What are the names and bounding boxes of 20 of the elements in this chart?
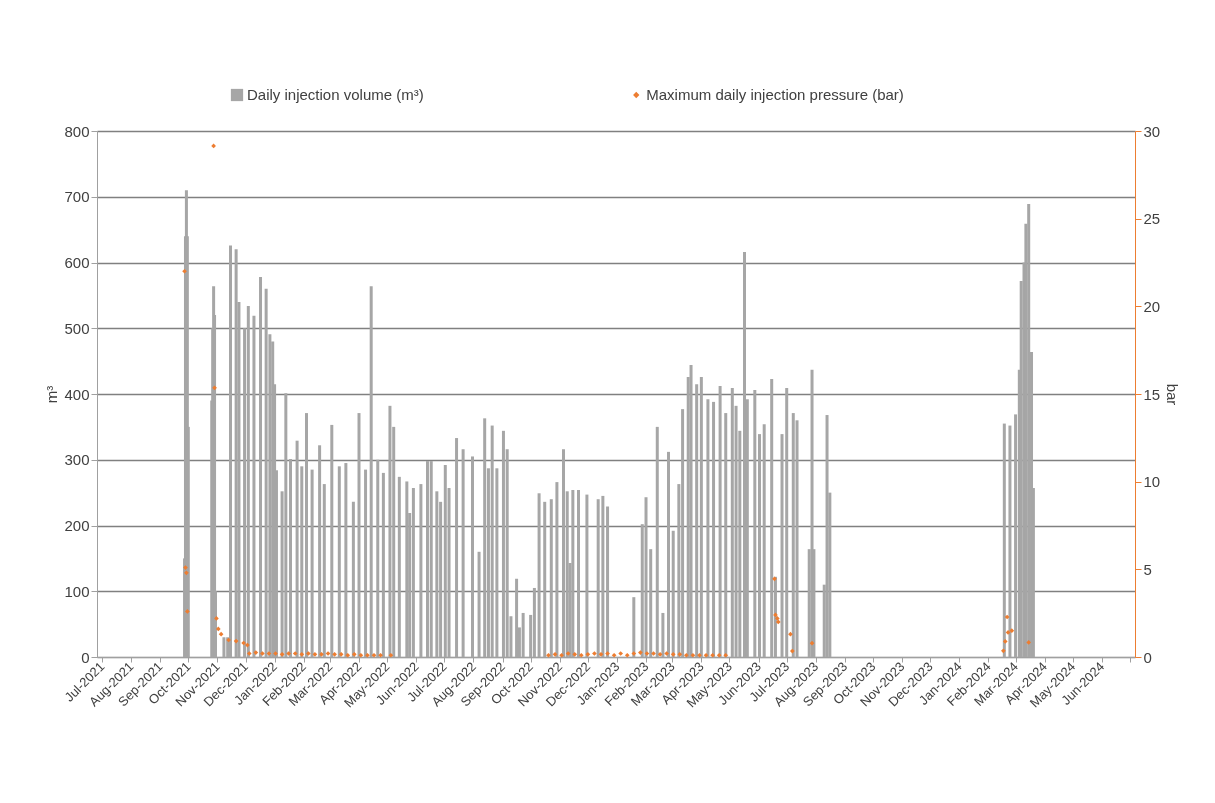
y-axis-title: m³ <box>43 385 61 404</box>
y2-tick-label: 0 <box>1143 648 1152 666</box>
y2-tick-label: 20 <box>1143 297 1161 315</box>
y-tick-label: 100 <box>64 582 90 600</box>
y2-tick-label: 25 <box>1143 210 1161 228</box>
legend-label: Maximum daily injection pressure (bar) <box>646 86 904 103</box>
legend-label: Daily injection volume (m³) <box>247 86 424 103</box>
y-tick-label: 200 <box>64 517 90 534</box>
y2-axis-title: bar <box>1164 383 1182 406</box>
y-tick-label: 300 <box>64 451 90 469</box>
y-tick-label: 700 <box>64 188 90 206</box>
y-tick-label: 600 <box>64 254 90 271</box>
y-tick-label: 500 <box>64 319 90 337</box>
y-tick-label: 0 <box>81 648 90 666</box>
y-tick-label: 400 <box>64 385 90 403</box>
y2-tick-label: 5 <box>1143 560 1152 578</box>
y-tick-label: 800 <box>64 122 90 140</box>
y2-tick-label: 10 <box>1143 473 1161 491</box>
y2-tick-label: 15 <box>1143 385 1161 403</box>
y2-tick-label: 30 <box>1143 122 1161 140</box>
